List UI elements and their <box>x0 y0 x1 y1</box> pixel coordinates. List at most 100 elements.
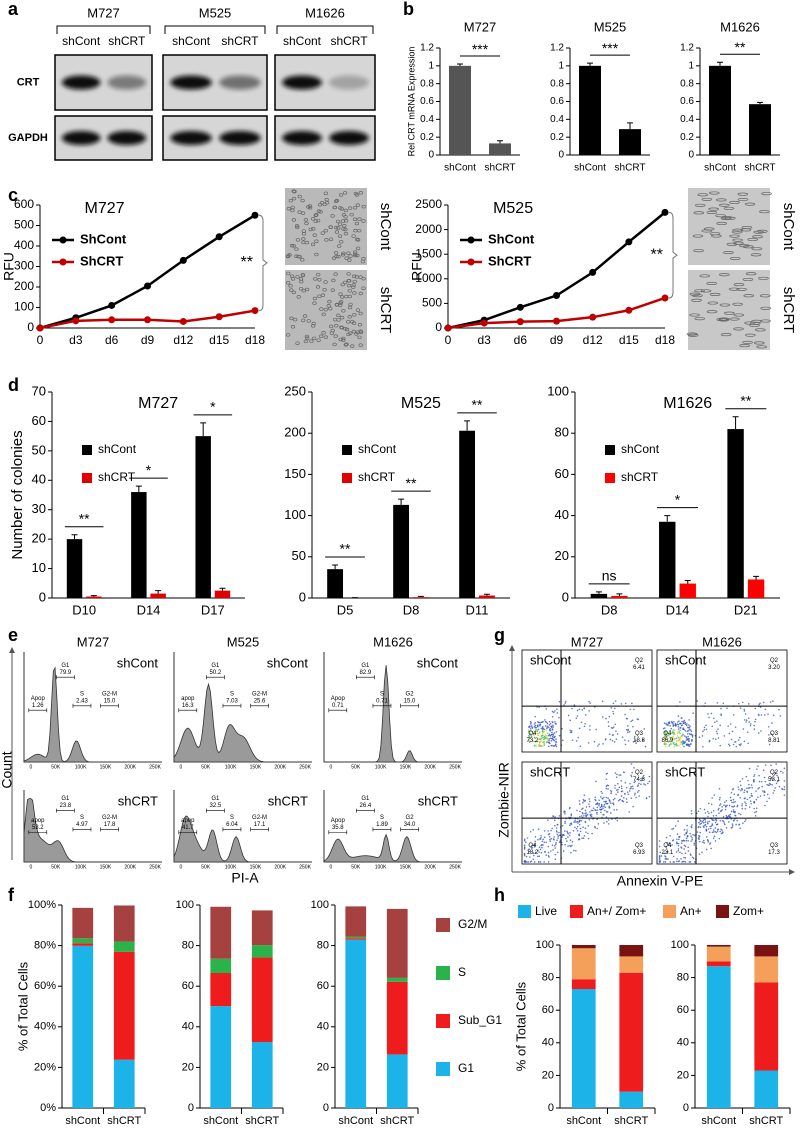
micrograph-cell <box>291 196 297 201</box>
lane-label: shCRT <box>108 34 146 48</box>
event-dot <box>583 794 586 796</box>
x-tick-label: 150K <box>250 864 262 870</box>
micrograph-cell <box>343 231 349 236</box>
micrograph-cell <box>332 317 338 322</box>
event-dot <box>627 740 630 742</box>
event-dot <box>704 821 707 823</box>
micrograph-cell <box>742 245 754 249</box>
event-dot <box>684 721 687 724</box>
event-dot <box>583 707 585 710</box>
event-dot <box>672 839 675 841</box>
legend-swatch <box>436 1014 450 1028</box>
micrograph-cell <box>327 299 332 304</box>
micrograph-cell <box>358 343 363 347</box>
significance-label: ** <box>406 475 417 491</box>
event-dot <box>715 730 718 733</box>
event-dot <box>686 835 689 838</box>
event-dot <box>753 802 756 804</box>
event-dot <box>542 741 544 743</box>
event-dot <box>588 710 590 712</box>
event-dot <box>555 745 558 748</box>
event-dot <box>555 827 558 829</box>
micrograph-cell <box>295 225 300 230</box>
event-dot <box>741 804 743 807</box>
bar-segment <box>386 1054 408 1108</box>
bar <box>393 504 410 598</box>
gate-line <box>250 703 269 708</box>
event-dot <box>699 831 702 834</box>
event-dot <box>536 729 538 731</box>
y-tick-label: 0 <box>558 150 564 161</box>
event-dot <box>538 738 541 740</box>
micrograph-cell <box>300 258 305 262</box>
bar <box>195 436 211 598</box>
y-tick-label: 80% <box>34 940 56 952</box>
event-dot <box>753 724 756 727</box>
event-dot <box>587 832 589 835</box>
event-dot <box>613 797 616 800</box>
event-dot <box>609 801 611 803</box>
event-dot <box>570 845 572 848</box>
gate-name: apop <box>31 818 45 824</box>
event-dot <box>534 851 537 854</box>
event-dot <box>542 844 544 846</box>
event-dot <box>601 805 603 808</box>
event-dot <box>746 787 748 790</box>
event-dot <box>558 834 561 837</box>
event-dot <box>629 782 631 785</box>
micrograph-cell <box>308 227 313 232</box>
event-dot <box>685 724 688 727</box>
micrograph-cell <box>311 336 317 341</box>
event-dot <box>541 840 544 843</box>
event-dot <box>552 815 555 818</box>
x-tick-label: 250K <box>149 864 161 870</box>
event-dot <box>671 722 674 724</box>
event-dot <box>617 799 620 802</box>
event-dot <box>680 858 682 860</box>
micrograph-cell <box>305 336 310 340</box>
plot-frame <box>656 761 788 865</box>
event-dot <box>637 718 640 721</box>
event-dot <box>584 827 587 830</box>
event-dot <box>630 774 632 777</box>
event-dot <box>676 860 678 863</box>
event-dot <box>731 805 733 808</box>
error-bar <box>332 564 339 570</box>
event-dot <box>698 835 701 837</box>
event-dot <box>596 806 599 809</box>
event-dot <box>679 701 681 703</box>
gate-name: apop <box>181 696 195 702</box>
event-dot <box>739 707 742 709</box>
series-line <box>39 214 256 330</box>
bar-segment <box>72 938 94 944</box>
event-dot <box>584 714 587 716</box>
event-dot <box>727 725 729 727</box>
event-dot <box>633 767 635 769</box>
event-dot <box>546 725 549 727</box>
event-dot <box>571 841 574 843</box>
panel-label: b <box>403 0 414 19</box>
event-dot <box>684 852 687 854</box>
event-dot <box>533 843 536 846</box>
x-tick-label: 200K <box>274 864 286 870</box>
event-dot <box>725 827 728 829</box>
event-dot <box>573 821 575 823</box>
event-dot <box>553 739 556 742</box>
histogram <box>323 833 462 863</box>
micrograph-cell <box>733 283 745 287</box>
event-dot <box>770 733 773 735</box>
event-dot <box>632 741 635 743</box>
micrograph-cell <box>288 198 293 203</box>
event-dot <box>620 780 623 782</box>
x-tick-label: 100K <box>75 864 87 870</box>
micrograph-cell <box>689 292 701 296</box>
event-dot <box>626 791 629 793</box>
event-dot <box>569 839 572 841</box>
micrograph-cell <box>313 277 318 281</box>
micrograph-cell <box>744 321 755 325</box>
histogram <box>324 665 462 763</box>
event-dot <box>703 842 706 844</box>
line-marker <box>444 324 452 332</box>
event-dot <box>534 715 536 718</box>
plot-label: shCRT <box>268 793 308 808</box>
